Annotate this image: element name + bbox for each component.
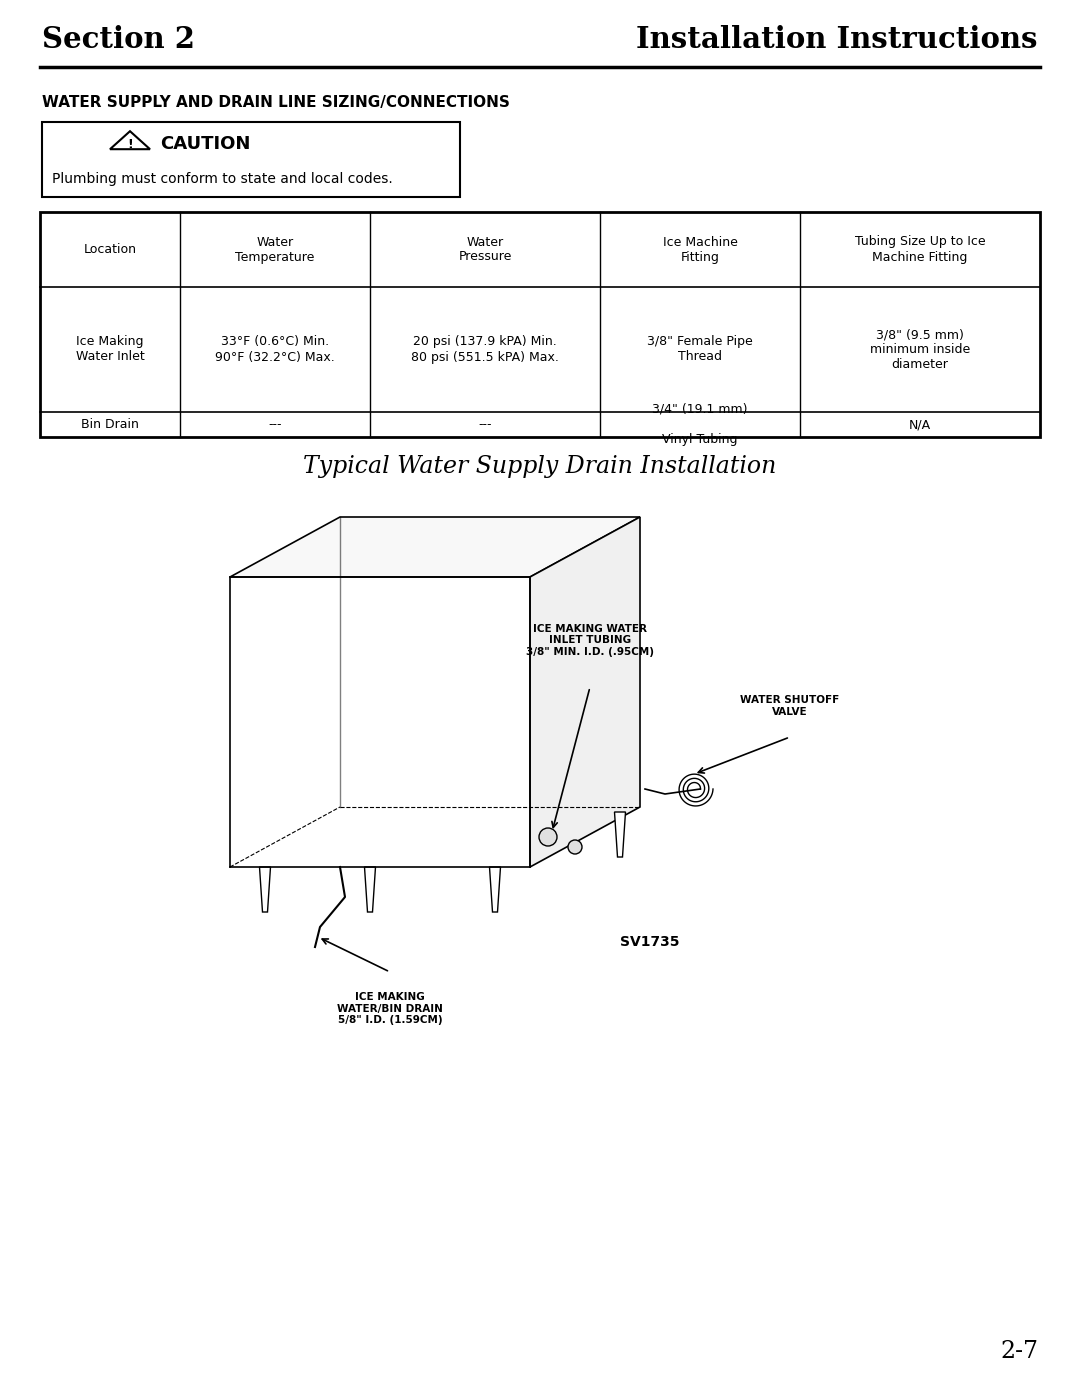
Polygon shape: [615, 812, 625, 856]
Text: Water
Pressure: Water Pressure: [458, 236, 512, 264]
Text: 2-7: 2-7: [1000, 1341, 1038, 1363]
Text: 3/8" (9.5 mm)
minimum inside
diameter: 3/8" (9.5 mm) minimum inside diameter: [869, 328, 970, 372]
Text: Ice Making
Water Inlet: Ice Making Water Inlet: [76, 335, 145, 363]
Bar: [40, 212, 1040, 437]
Text: Section 2: Section 2: [42, 25, 195, 53]
Text: ---: ---: [268, 418, 282, 432]
Text: ICE MAKING WATER
INLET TUBING
3/8" MIN. I.D. (.95CM): ICE MAKING WATER INLET TUBING 3/8" MIN. …: [526, 624, 654, 657]
Text: Water
Temperature: Water Temperature: [235, 236, 314, 264]
Bar: [42, 122, 460, 197]
Text: WATER SHUTOFF
VALVE: WATER SHUTOFF VALVE: [741, 696, 839, 717]
Text: Ice Machine
Fitting: Ice Machine Fitting: [662, 236, 738, 264]
Text: CAUTION: CAUTION: [160, 136, 251, 154]
Polygon shape: [230, 517, 640, 577]
Polygon shape: [259, 868, 270, 912]
Text: Location: Location: [83, 243, 136, 256]
Text: N/A: N/A: [909, 418, 931, 432]
Polygon shape: [489, 868, 500, 912]
Text: WATER SUPPLY AND DRAIN LINE SIZING/CONNECTIONS: WATER SUPPLY AND DRAIN LINE SIZING/CONNE…: [42, 95, 510, 109]
Text: Typical Water Supply Drain Installation: Typical Water Supply Drain Installation: [303, 455, 777, 479]
Text: !: !: [127, 137, 133, 151]
Text: Plumbing must conform to state and local codes.: Plumbing must conform to state and local…: [52, 172, 393, 186]
Circle shape: [568, 840, 582, 854]
Text: 3/8" Female Pipe
Thread: 3/8" Female Pipe Thread: [647, 335, 753, 363]
Circle shape: [539, 828, 557, 847]
Text: Tubing Size Up to Ice
Machine Fitting: Tubing Size Up to Ice Machine Fitting: [854, 236, 985, 264]
Text: SV1735: SV1735: [620, 935, 679, 949]
Text: 3/4" (19.1 mm)

Vinyl Tubing: 3/4" (19.1 mm) Vinyl Tubing: [652, 402, 747, 446]
Polygon shape: [365, 868, 376, 912]
Text: 33°F (0.6°C) Min.
90°F (32.2°C) Max.: 33°F (0.6°C) Min. 90°F (32.2°C) Max.: [215, 335, 335, 363]
Text: ICE MAKING
WATER/BIN DRAIN
5/8" I.D. (1.59CM): ICE MAKING WATER/BIN DRAIN 5/8" I.D. (1.…: [337, 992, 443, 1025]
Text: ---: ---: [478, 418, 491, 432]
Text: Installation Instructions: Installation Instructions: [636, 25, 1038, 53]
Polygon shape: [530, 517, 640, 868]
Text: 20 psi (137.9 kPA) Min.
80 psi (551.5 kPA) Max.: 20 psi (137.9 kPA) Min. 80 psi (551.5 kP…: [411, 335, 559, 363]
Text: Bin Drain: Bin Drain: [81, 418, 139, 432]
